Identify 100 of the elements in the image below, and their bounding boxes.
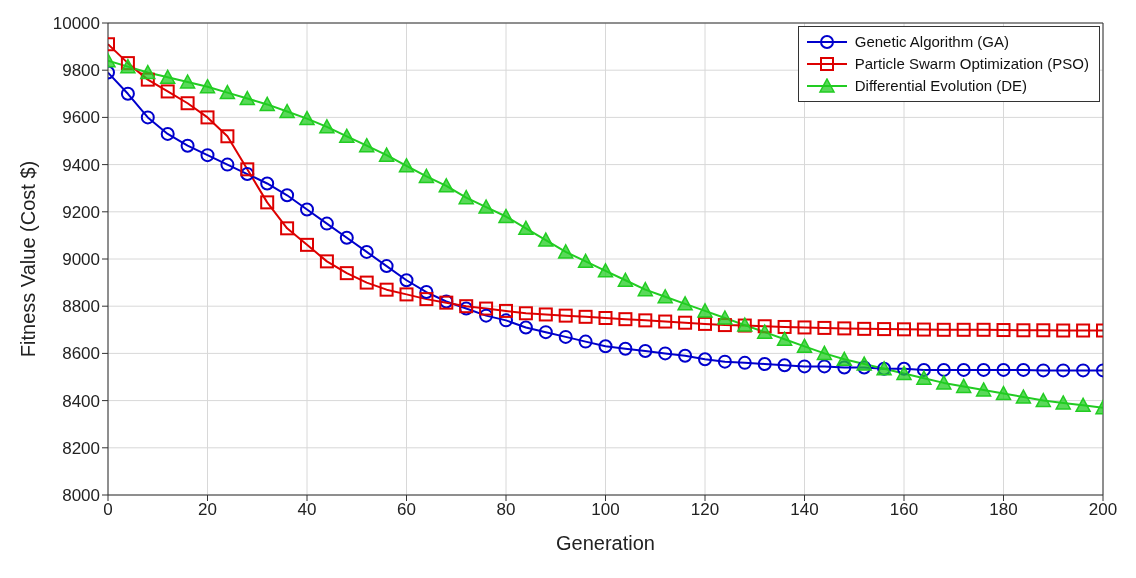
point	[897, 322, 911, 337]
point	[996, 323, 1011, 338]
x-tick-label: 20	[198, 500, 217, 520]
point	[956, 362, 971, 377]
point	[857, 360, 872, 375]
point	[220, 129, 235, 144]
point	[538, 232, 554, 247]
point	[160, 126, 175, 141]
x-tick-label: 120	[690, 500, 720, 520]
point	[159, 69, 176, 85]
x-tick-label: 100	[591, 500, 620, 520]
y-tick-label: 9800	[62, 61, 100, 81]
point	[419, 292, 434, 307]
point	[1016, 362, 1031, 377]
point	[777, 319, 792, 334]
y-tick-label: 8000	[62, 486, 100, 506]
point	[756, 324, 773, 339]
point	[279, 103, 295, 119]
point	[916, 362, 931, 377]
point	[160, 84, 175, 99]
point	[200, 110, 215, 125]
point	[140, 72, 155, 87]
point	[578, 309, 593, 324]
point	[697, 303, 713, 318]
point	[936, 322, 951, 337]
point	[638, 344, 653, 359]
point	[140, 110, 155, 125]
point	[976, 322, 991, 337]
point	[856, 356, 872, 371]
point	[538, 307, 553, 322]
point	[936, 362, 951, 377]
point	[518, 220, 534, 236]
point	[678, 315, 693, 330]
point	[478, 199, 494, 214]
point	[995, 385, 1012, 401]
point	[1056, 363, 1071, 378]
point	[499, 303, 513, 318]
point	[220, 157, 235, 172]
point	[597, 263, 614, 278]
point	[797, 359, 812, 374]
point	[219, 84, 236, 100]
point	[836, 351, 853, 367]
point	[379, 259, 394, 274]
point	[499, 313, 513, 328]
point	[956, 322, 971, 337]
point	[1035, 392, 1052, 408]
point	[538, 325, 553, 340]
point	[1036, 363, 1051, 378]
legend-label: Genetic Algorithm (GA)	[854, 32, 1009, 52]
y-tick-label: 8800	[62, 297, 100, 317]
point	[1076, 323, 1091, 338]
point	[179, 74, 196, 89]
point	[339, 266, 354, 281]
point	[498, 208, 514, 224]
point	[658, 346, 673, 361]
y-tick-label: 10000	[52, 14, 100, 34]
point	[180, 138, 195, 153]
point	[557, 244, 574, 259]
point	[916, 322, 931, 337]
point	[260, 195, 275, 210]
point	[578, 334, 593, 349]
point	[438, 178, 455, 193]
point	[717, 318, 732, 333]
point	[200, 148, 215, 163]
point	[199, 78, 216, 94]
x-tick-label: 60	[397, 500, 416, 520]
point	[140, 64, 156, 80]
point	[479, 301, 494, 316]
legend-label: Particle Swarm Optimization (PSO)	[854, 54, 1089, 74]
y-tick-label: 8400	[62, 391, 100, 411]
point	[240, 162, 255, 177]
point	[358, 137, 375, 153]
point	[638, 313, 653, 328]
point	[617, 272, 634, 287]
point	[418, 168, 435, 184]
point	[618, 341, 633, 356]
point	[260, 176, 275, 191]
point	[955, 378, 972, 394]
point	[1015, 389, 1032, 404]
point	[857, 321, 872, 336]
x-tick-label: 180	[989, 500, 1018, 520]
point	[817, 359, 832, 374]
point	[419, 285, 434, 300]
point	[737, 355, 752, 370]
point	[658, 314, 673, 329]
point	[776, 331, 793, 346]
point	[797, 320, 812, 335]
y-tick-label: 9000	[62, 250, 100, 270]
point	[936, 375, 952, 390]
point	[916, 370, 932, 385]
point	[319, 119, 335, 134]
x-tick-label: 200	[1088, 500, 1118, 520]
y-tick-label: 9600	[62, 108, 100, 128]
point	[240, 167, 255, 182]
legend-label: Differential Evolution (DE)	[854, 76, 1028, 96]
y-axis-title: Fitness Value (Cost $)	[17, 160, 40, 358]
point	[757, 357, 772, 372]
point	[618, 312, 633, 327]
point	[300, 237, 314, 252]
point	[359, 275, 374, 290]
